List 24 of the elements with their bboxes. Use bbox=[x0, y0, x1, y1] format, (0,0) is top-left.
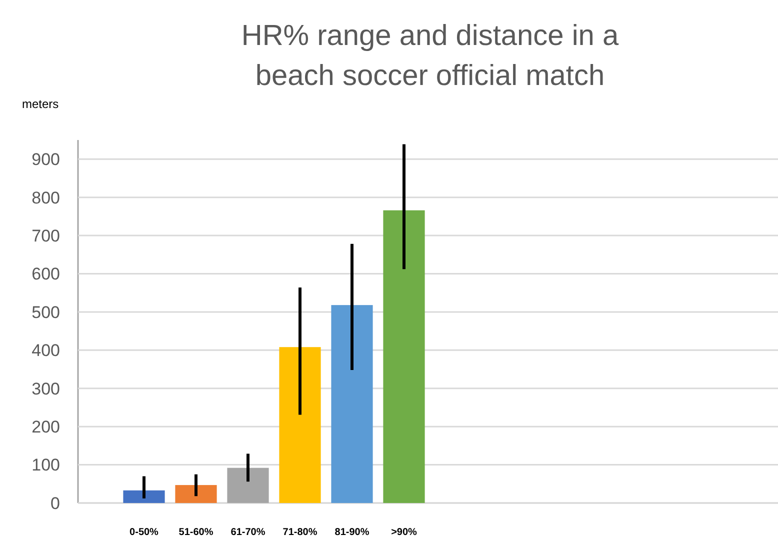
y-tick-label: 900 bbox=[32, 150, 60, 170]
bar bbox=[123, 490, 165, 503]
x-tick-label: 61-70% bbox=[230, 527, 266, 538]
y-tick-label: 400 bbox=[32, 341, 60, 360]
x-tick-label: 81-90% bbox=[334, 527, 370, 538]
x-tick-label: >90% bbox=[391, 527, 418, 538]
bar bbox=[279, 347, 321, 503]
y-tick-label: 600 bbox=[32, 264, 60, 284]
y-tick-label: 700 bbox=[32, 226, 60, 246]
y-tick-label: 500 bbox=[32, 302, 60, 322]
bar bbox=[227, 468, 269, 503]
y-tick-label: 0 bbox=[50, 494, 60, 513]
y-axis-title: meters bbox=[22, 97, 59, 111]
y-tick-label: 800 bbox=[32, 188, 60, 208]
y-tick-label: 100 bbox=[32, 456, 60, 475]
x-tick-label: 71-80% bbox=[282, 527, 318, 538]
y-tick-label: 200 bbox=[32, 418, 60, 437]
bar bbox=[175, 485, 217, 503]
y-tick-label: 300 bbox=[32, 379, 60, 398]
x-tick-label: 0-50% bbox=[130, 527, 159, 538]
x-tick-label: 51-60% bbox=[178, 527, 214, 538]
chart-title: HR% range and distance in a beach soccer official match bbox=[241, 20, 620, 92]
bar bbox=[383, 210, 425, 503]
bar bbox=[331, 305, 373, 503]
